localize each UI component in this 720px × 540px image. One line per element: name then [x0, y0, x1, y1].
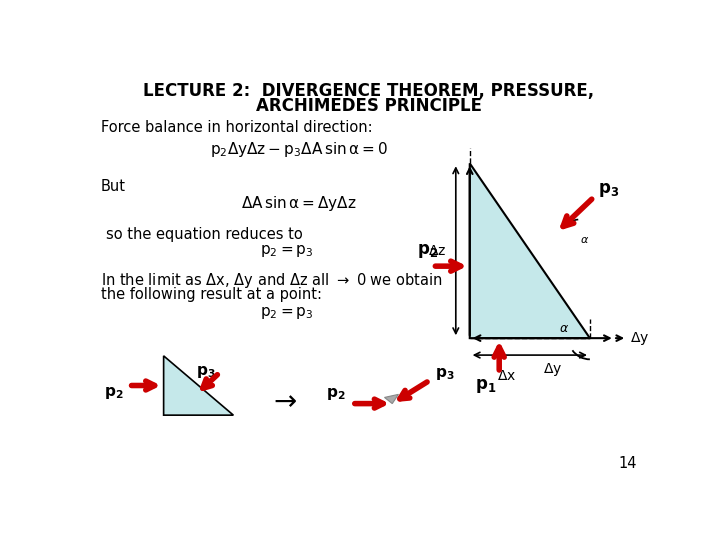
Text: ARCHIMEDES PRINCIPLE: ARCHIMEDES PRINCIPLE	[256, 97, 482, 115]
Polygon shape	[163, 356, 233, 415]
Text: $\Delta$z: $\Delta$z	[428, 244, 446, 258]
Text: $\mathbf{p_3}$: $\mathbf{p_3}$	[598, 180, 618, 199]
Text: $\rightarrow$: $\rightarrow$	[268, 386, 297, 414]
Text: $\Delta$x: $\Delta$x	[497, 369, 516, 383]
Text: $\mathbf{p_1}$: $\mathbf{p_1}$	[474, 377, 496, 395]
Text: $\mathregular{\Delta A\,sin\,\alpha = \Delta y\Delta z}$: $\mathregular{\Delta A\,sin\,\alpha = \D…	[241, 194, 357, 213]
Text: $\alpha$: $\alpha$	[559, 322, 570, 335]
Text: $\mathregular{p_2 = p_3}$: $\mathregular{p_2 = p_3}$	[261, 244, 314, 259]
Text: so the equation reduces to: so the equation reduces to	[106, 226, 302, 241]
Text: $\mathregular{p_2 = p_3}$: $\mathregular{p_2 = p_3}$	[261, 305, 314, 321]
Text: LECTURE 2:  DIVERGENCE THEOREM, PRESSURE,: LECTURE 2: DIVERGENCE THEOREM, PRESSURE,	[143, 82, 595, 100]
Text: $\mathbf{p_2}$: $\mathbf{p_2}$	[417, 242, 438, 260]
Text: $\Delta$y: $\Delta$y	[544, 361, 563, 378]
Text: 14: 14	[618, 456, 637, 471]
Text: $\mathbf{p_2}$: $\mathbf{p_2}$	[104, 385, 123, 401]
Text: $\alpha$: $\alpha$	[580, 235, 589, 245]
Text: $\mathregular{p_2\Delta y\Delta z - p_3\Delta A\,sin\,\alpha = 0}$: $\mathregular{p_2\Delta y\Delta z - p_3\…	[210, 140, 388, 159]
Text: the following result at a point:: the following result at a point:	[101, 287, 322, 301]
Text: $\mathbf{p_3}$: $\mathbf{p_3}$	[196, 363, 216, 380]
Text: $\mathbf{p_2}$: $\mathbf{p_2}$	[326, 386, 346, 402]
Text: Force balance in horizontal direction:: Force balance in horizontal direction:	[101, 120, 372, 135]
Text: But: But	[101, 179, 126, 194]
Text: $\mathbf{p_3}$: $\mathbf{p_3}$	[435, 366, 454, 382]
Text: $\Delta$y: $\Delta$y	[630, 329, 649, 347]
Polygon shape	[384, 394, 398, 403]
Polygon shape	[469, 164, 590, 338]
Text: In the limit as $\Delta$x, $\Delta$y and $\Delta$z all $\rightarrow$ 0 we obtain: In the limit as $\Delta$x, $\Delta$y and…	[101, 271, 443, 290]
